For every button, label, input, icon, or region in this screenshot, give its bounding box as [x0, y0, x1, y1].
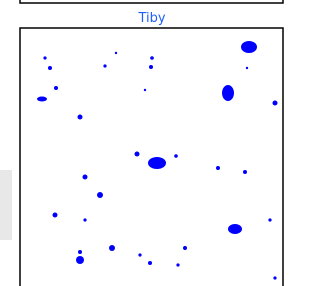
blob [53, 213, 58, 218]
blob [268, 218, 271, 221]
blob [43, 56, 46, 59]
screenshot: Tiby [0, 0, 296, 286]
blob [228, 224, 242, 234]
blob [78, 250, 82, 254]
blob [243, 170, 247, 174]
blob [273, 276, 276, 279]
blob [54, 86, 58, 90]
blob [273, 101, 278, 106]
blob [176, 263, 179, 266]
blob [149, 65, 153, 69]
blob [150, 56, 154, 60]
blob [144, 89, 146, 91]
blob [135, 152, 140, 157]
blob [83, 218, 86, 221]
blob [222, 85, 234, 101]
blob [241, 41, 257, 53]
blob [109, 245, 115, 251]
blob [138, 253, 141, 256]
blob [115, 52, 117, 54]
blob [83, 175, 88, 180]
blob [148, 157, 166, 169]
blob [37, 97, 47, 102]
blob [246, 67, 248, 69]
panel-label: Tiby [137, 11, 165, 26]
page: {"panel": {"label": "Tiby"}} Tiby [0, 0, 296, 286]
blob [76, 256, 84, 264]
blob [183, 246, 187, 250]
blob [103, 64, 106, 67]
blob [216, 166, 220, 170]
blob [148, 261, 152, 265]
blob [174, 154, 178, 158]
blob [78, 115, 83, 120]
side-panel [0, 170, 12, 240]
previous-panel [20, 0, 283, 3]
blob [48, 66, 52, 70]
blob [97, 192, 103, 198]
